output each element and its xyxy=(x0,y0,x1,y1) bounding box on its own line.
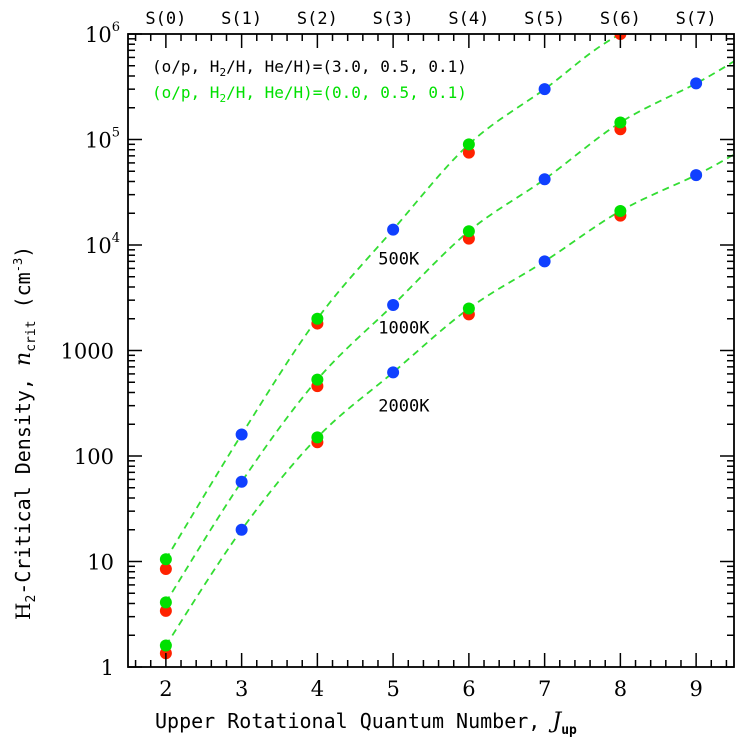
y-axis-title-unit-sup: -3 xyxy=(11,258,25,272)
legend-entry-ortho: (o/p, H2/H, He/H)=(3.0, 0.5, 0.1) xyxy=(152,57,467,79)
x-axis-title-var: J xyxy=(548,709,562,734)
legend-entry-para: (o/p, H2/H, He/H)=(0.0, 0.5, 0.1) xyxy=(152,83,467,105)
top-axis-label: S(6) xyxy=(600,9,641,29)
top-axis-label: S(1) xyxy=(221,9,262,29)
top-axis-label: S(0) xyxy=(145,9,186,29)
y-axis-title-mid: -Critical Density, xyxy=(11,366,35,595)
axis-ticks xyxy=(128,33,734,668)
x-tick-label: 6 xyxy=(462,677,475,701)
top-axis-label: S(3) xyxy=(373,9,414,29)
point-2000k-4 xyxy=(311,431,324,444)
legend-entry-para-post: /H, He/H)=(0.0, 0.5, 0.1) xyxy=(226,83,467,102)
x-tick-label: 9 xyxy=(689,677,702,701)
annotation-2000k: 2000K xyxy=(378,396,430,416)
legend-entry-ortho-sub: 2 xyxy=(219,66,226,79)
point-2000k-8 xyxy=(538,255,551,268)
frame-rect xyxy=(127,33,735,668)
y-tick-label: 1000 xyxy=(61,340,114,364)
x-tick-label: 7 xyxy=(538,677,551,701)
y-axis-title: H2-Critical Density, ncrit (cm-3) xyxy=(11,246,39,620)
y-axis-title-unit: (cm xyxy=(11,272,35,320)
x-axis-title-sub: up xyxy=(561,723,577,738)
temperature-annotations: 500K 1000K 2000K xyxy=(378,250,430,417)
y-tick-label-base: 10 xyxy=(85,234,112,258)
point-500k-2 xyxy=(235,428,248,441)
y-axis-title-pre-sub: 2 xyxy=(24,595,39,603)
curve-1000k xyxy=(165,60,734,603)
point-1000k-5 xyxy=(387,298,400,311)
point-1000k-0 xyxy=(159,604,172,617)
point-500k-7 xyxy=(462,138,475,151)
y-tick-label: 106 xyxy=(85,20,120,47)
top-axis-label: S(4) xyxy=(448,9,489,29)
point-2000k-11 xyxy=(690,169,703,182)
point-1000k-11 xyxy=(690,77,703,90)
annotation-1000k: 1000K xyxy=(378,318,430,338)
y-tick-label-exp: 5 xyxy=(112,126,120,141)
x-tick-label: 2 xyxy=(159,677,172,701)
x-tick-label: 5 xyxy=(386,677,399,701)
x-axis-title-text: Upper Rotational Quantum Number, xyxy=(155,709,552,733)
y-tick-label: 104 xyxy=(85,231,120,258)
y-axis-title-unit-end: ) xyxy=(11,246,35,258)
point-1000k-1 xyxy=(159,596,172,609)
y-axis-title-var-sub: crit xyxy=(24,320,39,351)
top-axis-label: S(7) xyxy=(676,9,717,29)
point-1000k-10 xyxy=(614,116,627,129)
annotation-500k: 500K xyxy=(378,250,420,270)
point-2000k-2 xyxy=(235,523,248,536)
y-tick-label-base: 10 xyxy=(85,129,112,153)
legend-entry-para-sub: 2 xyxy=(219,92,226,105)
legend-entry-ortho-pre: (o/p, H xyxy=(152,57,219,76)
point-500k-5 xyxy=(387,223,400,236)
point-2000k-7 xyxy=(462,302,475,315)
point-1000k-4 xyxy=(311,373,324,386)
point-500k-1 xyxy=(159,553,172,566)
x-axis-title: Upper Rotational Quantum Number, Jup xyxy=(155,709,577,738)
point-500k-4 xyxy=(311,312,324,325)
plot-frame xyxy=(127,33,735,668)
x-tick-label: 3 xyxy=(235,677,248,701)
x-tick-label: 8 xyxy=(614,677,627,701)
point-2000k-1 xyxy=(159,639,172,652)
point-500k-0 xyxy=(159,562,172,575)
y-tick-label: 1 xyxy=(101,656,114,680)
y-tick-label-exp: 6 xyxy=(112,20,120,35)
y-tick-label: 105 xyxy=(85,126,120,153)
y-tick-label: 10 xyxy=(87,551,114,575)
point-1000k-7 xyxy=(462,225,475,238)
point-2000k-5 xyxy=(387,366,400,379)
y-axis-title-var: n xyxy=(11,352,36,366)
data-points xyxy=(159,34,703,660)
curve-2000k xyxy=(165,153,734,646)
point-1000k-8 xyxy=(538,173,551,186)
top-axis-label: S(5) xyxy=(524,9,565,29)
y-tick-label-base: 10 xyxy=(85,23,112,47)
legend-entry-para-pre: (o/p, H xyxy=(152,83,219,102)
legend-entry-ortho-post: /H, He/H)=(3.0, 0.5, 0.1) xyxy=(226,57,467,76)
x-tick-label: 4 xyxy=(311,677,324,701)
y-axis-title-pre: H xyxy=(11,603,35,620)
y-tick-label-exp: 4 xyxy=(112,231,120,246)
top-axis-label: S(2) xyxy=(297,9,338,29)
point-500k-6 xyxy=(462,146,475,159)
point-500k-8 xyxy=(538,83,551,96)
point-1000k-2 xyxy=(235,475,248,488)
point-2000k-10 xyxy=(614,205,627,218)
legend: (o/p, H2/H, He/H)=(3.0, 0.5, 0.1) (o/p, … xyxy=(152,57,467,105)
y-tick-label: 100 xyxy=(74,445,114,469)
